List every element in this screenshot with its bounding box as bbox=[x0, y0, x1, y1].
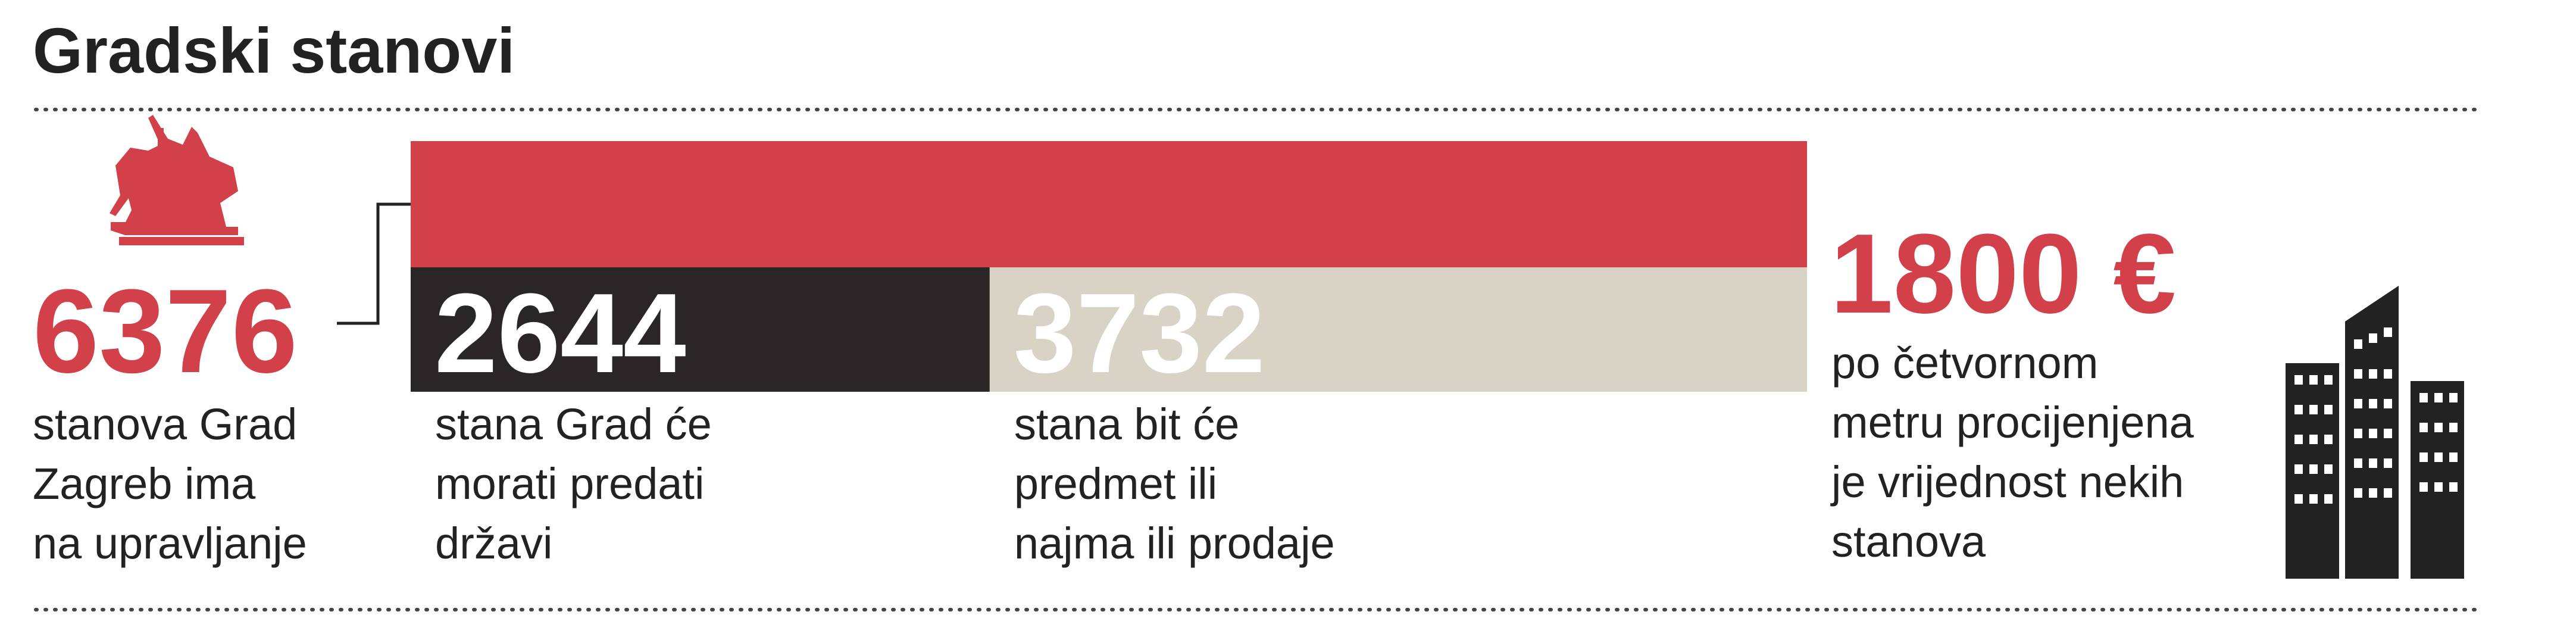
part-label: državi bbox=[435, 519, 552, 568]
part-bar bbox=[411, 267, 990, 392]
price-value: 1800 € bbox=[1830, 211, 2176, 337]
buildings-icon bbox=[2286, 286, 2464, 579]
part-label: najma ili prodaje bbox=[1014, 519, 1335, 568]
price-label: je vrijednost nekih bbox=[1830, 457, 2184, 507]
price-label: stanova bbox=[1831, 517, 1986, 566]
total-value: 6376 bbox=[33, 265, 298, 398]
price-label: po četvornom bbox=[1831, 338, 2098, 388]
price-label: metru procijenjena bbox=[1831, 398, 2194, 447]
total-label: Zagreb ima bbox=[33, 459, 256, 508]
total-bar bbox=[411, 141, 1807, 267]
horse-icon bbox=[110, 115, 244, 245]
part-label: stana bit će bbox=[1014, 399, 1239, 449]
part-value: 2644 bbox=[434, 270, 686, 397]
part-label: predmet ili bbox=[1014, 459, 1217, 508]
part-bar bbox=[989, 267, 1807, 392]
total-label: na upravljanje bbox=[33, 519, 307, 568]
total-label: stanova Grad bbox=[33, 399, 297, 449]
part-label: stana Grad će bbox=[435, 399, 712, 449]
part-value: 3732 bbox=[1014, 270, 1265, 397]
title: Gradski stanovi bbox=[33, 14, 515, 86]
part-label: morati predati bbox=[435, 459, 704, 508]
